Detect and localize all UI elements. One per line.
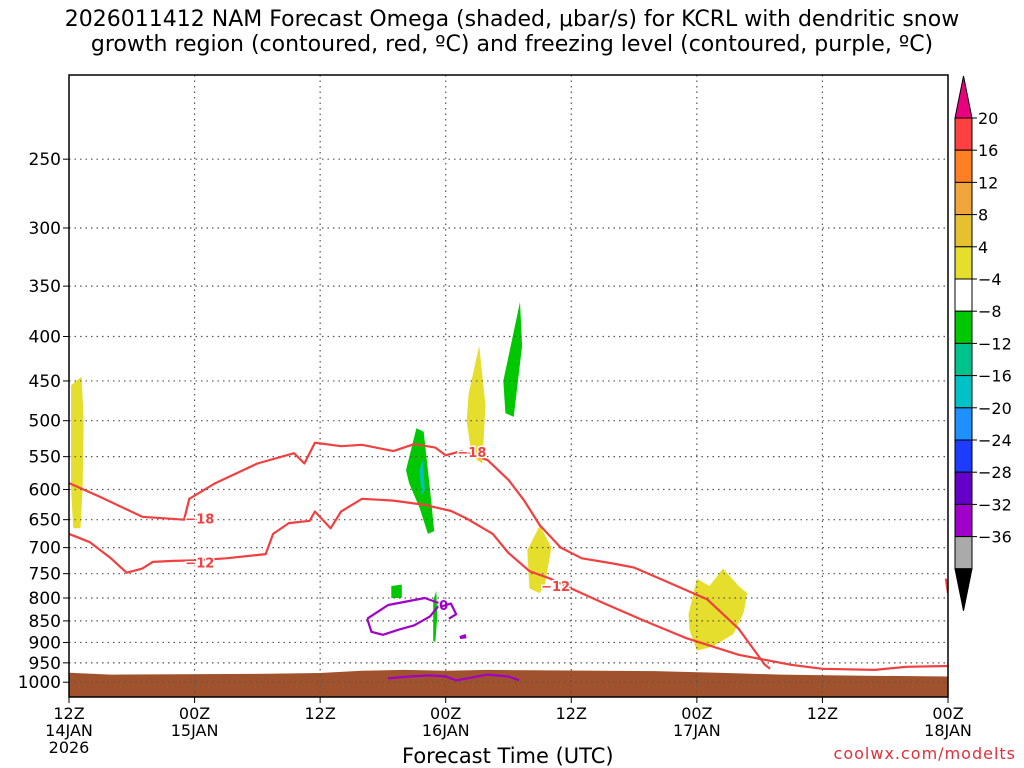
chart-title-line-2: growth region (contoured, red, ºC) and f… [90, 32, 934, 57]
x-tick-label-12-0: 00Z [179, 704, 210, 723]
x-tick-label-36-0: 00Z [430, 704, 461, 723]
omega-shade-7 [391, 584, 402, 598]
x-tick-label-84-0: 00Z [932, 704, 963, 723]
x-tick-label-60-1: 17JAN [673, 721, 721, 740]
contour-label-1-0: −12 [185, 556, 214, 571]
omega-shade-1 [466, 345, 486, 464]
colorbar-bottom-arrow [954, 568, 973, 611]
chart-title-line-1: 2026011412 NAM Forecast Omega (shaded, μ… [64, 7, 960, 32]
colorbar-box-9 [954, 375, 973, 409]
colorbar-box-1 [954, 117, 973, 151]
colorbar-label-11: −28 [978, 463, 1012, 482]
colorbar-box-2 [954, 149, 973, 183]
contour-4 [441, 602, 458, 620]
colorbar-label-5: −4 [978, 270, 1002, 289]
y-tick-label-550: 550 [29, 448, 61, 468]
colorbar-box-8 [954, 342, 973, 377]
colorbar-box-12 [954, 471, 973, 505]
x-tick-label-12-1: 15JAN [171, 721, 219, 740]
y-tick-label-300: 300 [29, 219, 61, 239]
contour-label-0-0: −18 [185, 513, 214, 528]
x-tick-label-24-0: 12Z [304, 704, 335, 723]
colorbar-label-8: −16 [978, 367, 1012, 386]
colorbar-box-5 [954, 246, 973, 280]
y-tick-label-250: 250 [29, 150, 61, 170]
colorbar-label-3: 8 [978, 206, 988, 225]
omega-shade-8 [433, 590, 438, 643]
y-tick-label-350: 350 [29, 277, 61, 297]
y-tick-label-850: 850 [29, 612, 61, 632]
colorbar-box-4 [954, 214, 973, 248]
y-tick-label-750: 750 [29, 565, 61, 585]
colorbar-label-7: −12 [978, 334, 1012, 353]
colorbar-label-0: 20 [978, 109, 998, 128]
colorbar-box-7 [954, 310, 973, 344]
y-tick-label-650: 650 [29, 511, 61, 531]
colorbar-box-6 [954, 278, 973, 312]
x-tick-label-60-0: 00Z [681, 704, 712, 723]
omega-shade-0 [71, 376, 84, 529]
y-tick-label-400: 400 [29, 328, 61, 348]
colorbar-label-9: −20 [978, 399, 1012, 418]
colorbar-box-3 [954, 181, 973, 216]
colorbar-label-4: 4 [978, 238, 988, 257]
plot-content: −18−18−12−120 [69, 75, 948, 697]
colorbar-box-11 [954, 439, 973, 473]
omega-shade-9 [459, 634, 467, 640]
y-tick-label-600: 600 [29, 480, 61, 500]
colorbar-label-2: 12 [978, 173, 998, 192]
colorbar-box-10 [954, 407, 973, 441]
x-tick-label-36-1: 16JAN [422, 721, 470, 740]
y-tick-label-900: 900 [29, 633, 61, 653]
omega-shade-4 [419, 460, 425, 496]
x-tick-label-0-2: 2026 [49, 738, 90, 757]
terrain-fill [69, 669, 948, 697]
y-tick-label-700: 700 [29, 539, 61, 559]
contour-0 [69, 441, 771, 670]
colorbar-box-14 [954, 536, 973, 570]
contour-5 [388, 673, 520, 682]
colorbar-label-1: 16 [978, 141, 998, 160]
colorbar-label-6: −8 [978, 302, 1002, 321]
y-tick-label-950: 950 [29, 654, 61, 674]
source-credit[interactable]: coolwx.com/modelts [833, 744, 1016, 763]
x-tick-label-48-0: 12Z [556, 704, 587, 723]
colorbar-label-13: −36 [978, 528, 1012, 547]
omega-shade-2 [503, 302, 523, 417]
y-tick-label-1000: 1000 [18, 673, 61, 693]
contour-label-1-1: −12 [541, 580, 570, 595]
colorbar-label-10: −24 [978, 431, 1012, 450]
contour-3 [366, 596, 442, 636]
y-tick-label-500: 500 [29, 412, 61, 432]
contour-1 [69, 497, 948, 672]
x-tick-label-84-1: 18JAN [924, 721, 972, 740]
y-tick-label-800: 800 [29, 589, 61, 609]
omega-shade-3 [406, 428, 435, 534]
colorbar-label-12: −32 [978, 495, 1012, 514]
x-axis-title: Forecast Time (UTC) [402, 744, 614, 768]
colorbar-box-13 [954, 503, 973, 538]
contour-label-0-1: −18 [457, 446, 486, 461]
x-tick-label-0-0: 12Z [53, 704, 84, 723]
x-tick-label-72-0: 12Z [807, 704, 838, 723]
plot-frame [68, 74, 949, 698]
colorbar-top-arrow [954, 75, 973, 119]
x-tick-label-0-1: 14JAN [45, 721, 93, 740]
y-tick-label-450: 450 [29, 372, 61, 392]
